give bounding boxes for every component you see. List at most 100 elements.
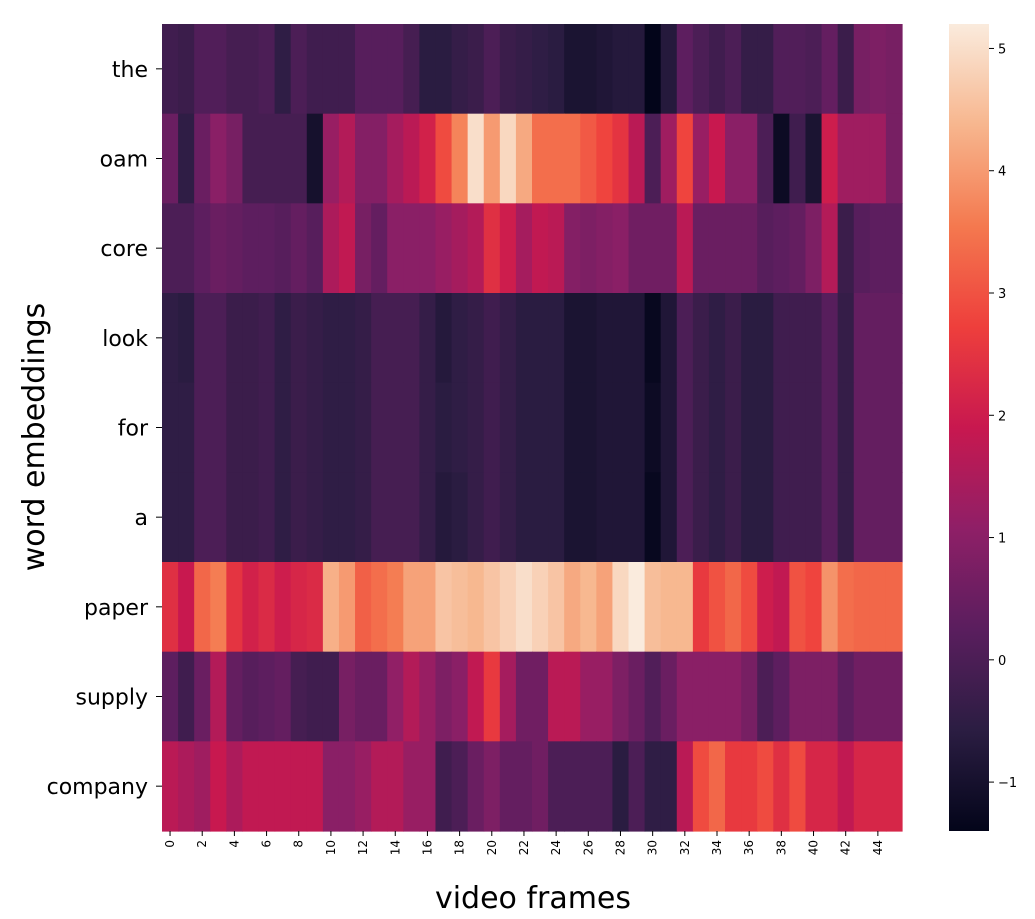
heatmap-cell — [676, 203, 694, 294]
heatmap-cell — [371, 24, 388, 115]
heatmap-cell — [403, 651, 420, 742]
column-tick-label: 38 — [774, 840, 788, 855]
heatmap-cell — [419, 293, 437, 384]
heatmap-cell — [628, 472, 646, 563]
heatmap-cell — [628, 651, 646, 742]
heatmap-cell — [322, 382, 340, 473]
heatmap-cell — [741, 741, 758, 832]
heatmap-cell — [757, 293, 774, 384]
heatmap-cell — [821, 741, 839, 832]
row-label: look — [102, 327, 148, 352]
heatmap-cell — [596, 203, 614, 294]
heatmap-cell — [226, 203, 244, 294]
heatmap-cell — [322, 24, 340, 115]
heatmap-cell — [564, 382, 581, 473]
heatmap-cell — [773, 562, 790, 653]
colorbar-tick-label: 5 — [998, 42, 1006, 57]
heatmap-cell — [885, 382, 903, 473]
row-label: oam — [100, 148, 148, 173]
heatmap-cell — [483, 203, 501, 294]
heatmap-cell — [789, 382, 807, 473]
heatmap-cell — [612, 293, 630, 384]
heatmap-cell — [821, 203, 839, 294]
heatmap-cell — [515, 472, 533, 563]
heatmap-cell — [290, 741, 308, 832]
heatmap-cell — [194, 562, 211, 653]
heatmap-cell — [789, 293, 807, 384]
heatmap-cell — [869, 741, 887, 832]
heatmap-cell — [532, 24, 549, 115]
heatmap-cell — [306, 203, 324, 294]
column-tick-label: 22 — [517, 840, 531, 855]
heatmap-cell — [242, 741, 260, 832]
heatmap-cell — [805, 472, 823, 563]
heatmap-cell — [338, 24, 356, 115]
column-tick-label: 24 — [549, 840, 563, 855]
heatmap-cell — [757, 651, 774, 742]
heatmap-cell — [708, 203, 726, 294]
heatmap-cell — [178, 382, 195, 473]
heatmap-cell — [628, 24, 646, 115]
heatmap-cell — [387, 293, 404, 384]
heatmap-cell — [548, 293, 565, 384]
heatmap-cell — [162, 472, 179, 563]
heatmap-cell — [371, 382, 388, 473]
column-tick-label: 40 — [807, 840, 821, 855]
heatmap-cell — [628, 203, 646, 294]
heatmap-cell — [467, 382, 485, 473]
heatmap-cell — [676, 382, 694, 473]
heatmap-cell — [532, 472, 549, 563]
heatmap-cell — [725, 382, 742, 473]
heatmap-cell — [773, 382, 790, 473]
heatmap-cell — [837, 293, 855, 384]
heatmap-cell — [580, 113, 597, 204]
heatmap-cell — [419, 113, 437, 204]
heatmap-cell — [403, 203, 420, 294]
heatmap-cell — [483, 651, 501, 742]
heatmap-cell — [306, 113, 324, 204]
heatmap-cell — [499, 382, 517, 473]
heatmap-cell — [515, 741, 533, 832]
heatmap-cell — [194, 293, 211, 384]
heatmap-cell — [499, 562, 517, 653]
heatmap-cell — [789, 651, 807, 742]
heatmap-cell — [371, 293, 388, 384]
heatmap-cell — [564, 24, 581, 115]
heatmap-cell — [660, 472, 678, 563]
heatmap-cell — [435, 472, 453, 563]
heatmap-cell — [226, 113, 244, 204]
heatmap-cell — [676, 113, 694, 204]
heatmap-cell — [837, 741, 855, 832]
heatmap-cell — [419, 562, 437, 653]
column-tick-label: 10 — [324, 840, 338, 855]
heatmap-cell — [580, 24, 597, 115]
heatmap-cell — [773, 113, 790, 204]
heatmap-cell — [194, 382, 211, 473]
column-tick-labels: 0 2 4 6 8 10 12 14 16 18 20 22 24 26 28 30 32 34 36 38 40 42 4… — [163, 831, 885, 855]
heatmap-cell — [757, 562, 774, 653]
heatmap-cell — [885, 293, 903, 384]
heatmap-cell — [708, 24, 726, 115]
heatmap-cell — [596, 382, 614, 473]
heatmap-cell — [194, 113, 211, 204]
heatmap-cell — [515, 113, 533, 204]
heatmap-cell — [499, 651, 517, 742]
heatmap-cell — [612, 113, 630, 204]
heatmap-cell — [162, 651, 179, 742]
heatmap-cell — [564, 113, 581, 204]
heatmap-cell — [612, 24, 630, 115]
heatmap-cell — [789, 113, 807, 204]
heatmap-cell — [821, 113, 839, 204]
heatmap-cell — [194, 472, 211, 563]
column-tick-label: 16 — [420, 840, 434, 855]
heatmap-cell — [322, 651, 340, 742]
heatmap-cell — [419, 472, 437, 563]
column-tick-label: 6 — [260, 840, 274, 848]
heatmap-cell — [821, 24, 839, 115]
heatmap-cell — [499, 741, 517, 832]
heatmap-cell — [580, 293, 597, 384]
heatmap-cell — [853, 113, 871, 204]
heatmap-cell — [226, 382, 244, 473]
heatmap-cell — [387, 382, 404, 473]
heatmap-cell — [178, 651, 195, 742]
